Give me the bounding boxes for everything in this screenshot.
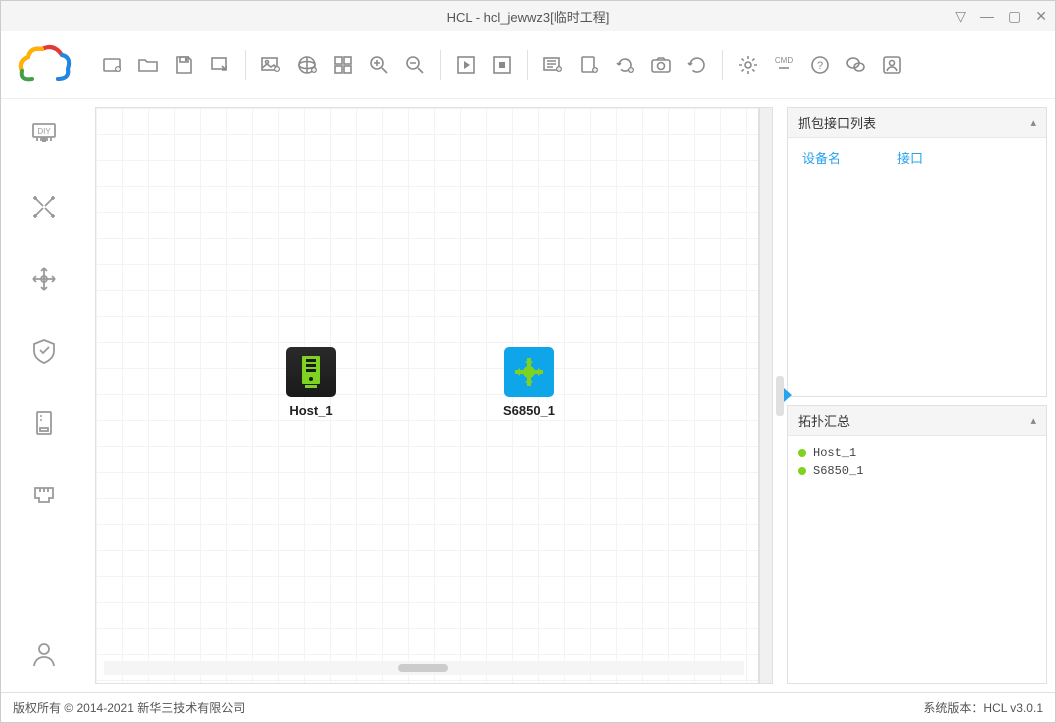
sidebar: DIY: [1, 99, 87, 692]
capture-panel: 抓包接口列表 ▴ 设备名 接口: [787, 107, 1047, 397]
settings-button[interactable]: [731, 48, 765, 82]
canvas-node-switch[interactable]: S6850_1: [489, 347, 569, 418]
topology-canvas[interactable]: Host_1 S6850_1: [95, 107, 759, 684]
user-button[interactable]: [875, 48, 909, 82]
svg-text:CMD: CMD: [775, 56, 793, 65]
topology-panel: 拓扑汇总 ▴ Host_1 S6850_1: [787, 405, 1047, 684]
horizontal-scrollbar[interactable]: [104, 661, 744, 675]
link-tool-button[interactable]: [24, 187, 64, 227]
collapse-icon[interactable]: ▴: [1030, 116, 1036, 129]
version-text: 系统版本：HCL v3.0.1: [923, 699, 1043, 716]
panel-splitter[interactable]: [773, 99, 787, 692]
topology-item-label: Host_1: [813, 446, 856, 460]
firewall-button[interactable]: [24, 331, 64, 371]
move-tool-button[interactable]: [24, 259, 64, 299]
content-row: DIY Host_1 S6850_1: [1, 99, 1055, 692]
save-button[interactable]: [167, 48, 201, 82]
dropdown-icon[interactable]: ▽: [955, 8, 966, 25]
column-interface[interactable]: 接口: [897, 148, 923, 167]
topology-item-label: S6850_1: [813, 464, 863, 478]
camera-button[interactable]: [644, 48, 678, 82]
play-button[interactable]: [449, 48, 483, 82]
switch-icon: [504, 347, 554, 397]
image-add-button[interactable]: [254, 48, 288, 82]
column-device[interactable]: 设备名: [802, 148, 841, 167]
refresh-add-button[interactable]: [608, 48, 642, 82]
app-window: HCL - hcl_jewwz3[临时工程] ▽ — ▢ ✕ HCL: [0, 0, 1056, 723]
node-label: Host_1: [289, 403, 332, 418]
zoom-in-button[interactable]: [362, 48, 396, 82]
refresh-button[interactable]: [680, 48, 714, 82]
right-panel: 抓包接口列表 ▴ 设备名 接口 拓扑汇总 ▴ Host_1 S6850_1: [787, 99, 1055, 692]
minimize-icon[interactable]: —: [980, 8, 994, 24]
window-controls: ▽ — ▢ ✕: [955, 1, 1047, 31]
toolbar: CMD ?: [87, 31, 1055, 99]
panel-title: 拓扑汇总: [798, 411, 850, 430]
logo-block: HCL: [1, 31, 87, 99]
canvas-node-host[interactable]: Host_1: [271, 347, 351, 418]
node-label: S6850_1: [503, 403, 555, 418]
wechat-button[interactable]: [839, 48, 873, 82]
account-button[interactable]: [24, 634, 64, 674]
topology-panel-header[interactable]: 拓扑汇总 ▴: [788, 406, 1046, 436]
status-dot-icon: [798, 449, 806, 457]
topology-list: Host_1 S6850_1: [788, 436, 1046, 488]
titlebar: HCL - hcl_jewwz3[临时工程] ▽ — ▢ ✕: [1, 1, 1055, 31]
cmd-button[interactable]: CMD: [767, 48, 801, 82]
window-title: HCL - hcl_jewwz3[临时工程]: [447, 7, 610, 26]
grid-button[interactable]: [326, 48, 360, 82]
close-icon[interactable]: ✕: [1035, 8, 1047, 25]
topology-item[interactable]: S6850_1: [798, 462, 1036, 480]
stop-button[interactable]: [485, 48, 519, 82]
doc-add-button[interactable]: [572, 48, 606, 82]
open-project-button[interactable]: [131, 48, 165, 82]
export-button[interactable]: [203, 48, 237, 82]
header-row: HCL CMD ?: [1, 31, 1055, 99]
help-button[interactable]: ?: [803, 48, 837, 82]
server-button[interactable]: [24, 403, 64, 443]
panel-title: 抓包接口列表: [798, 113, 876, 132]
hcl-logo-icon: HCL: [14, 41, 74, 89]
statusbar: 版权所有 © 2014-2021 新华三技术有限公司 系统版本：HCL v3.0…: [1, 692, 1055, 722]
svg-text:?: ?: [817, 60, 823, 72]
copyright-text: 版权所有 © 2014-2021 新华三技术有限公司: [13, 699, 245, 716]
topology-item[interactable]: Host_1: [798, 444, 1036, 462]
svg-text:HCL: HCL: [31, 61, 58, 76]
capture-columns: 设备名 接口: [788, 138, 1046, 177]
list-add-button[interactable]: [536, 48, 570, 82]
collapse-icon[interactable]: ▴: [1030, 414, 1036, 427]
vertical-scrollbar[interactable]: [759, 107, 773, 684]
canvas-area: Host_1 S6850_1: [87, 99, 773, 692]
capture-panel-header[interactable]: 抓包接口列表 ▴: [788, 108, 1046, 138]
svg-text:DIY: DIY: [37, 127, 51, 136]
status-dot-icon: [798, 467, 806, 475]
new-project-button[interactable]: [95, 48, 129, 82]
diy-device-button[interactable]: DIY: [24, 115, 64, 155]
zoom-out-button[interactable]: [398, 48, 432, 82]
network-button[interactable]: [290, 48, 324, 82]
maximize-icon[interactable]: ▢: [1008, 8, 1021, 25]
interface-button[interactable]: [24, 475, 64, 515]
splitter-handle-icon: [776, 376, 784, 416]
host-icon: [286, 347, 336, 397]
